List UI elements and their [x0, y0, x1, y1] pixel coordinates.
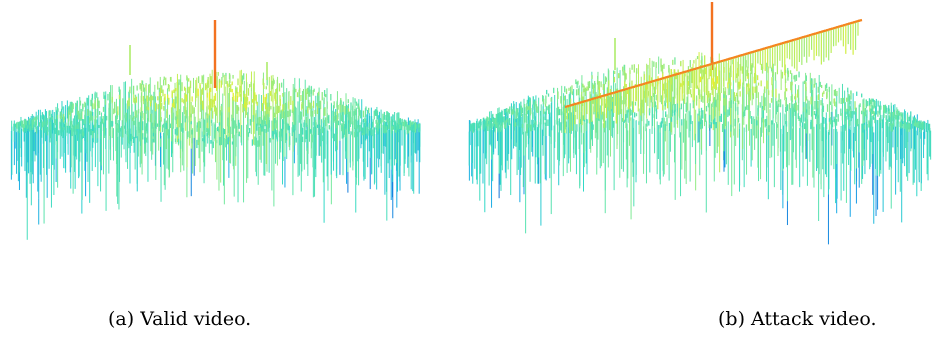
figure-valid-video: [0, 0, 440, 341]
valid-video-surface-plot: [10, 20, 421, 240]
caption-valid-video: (a) Valid video.: [108, 308, 252, 330]
caption-attack-video: (b) Attack video.: [718, 308, 877, 330]
figure-attack-video: [460, 0, 940, 341]
attack-video-surface-plot: [468, 2, 932, 245]
ridge-edge-line: [857, 18, 863, 23]
